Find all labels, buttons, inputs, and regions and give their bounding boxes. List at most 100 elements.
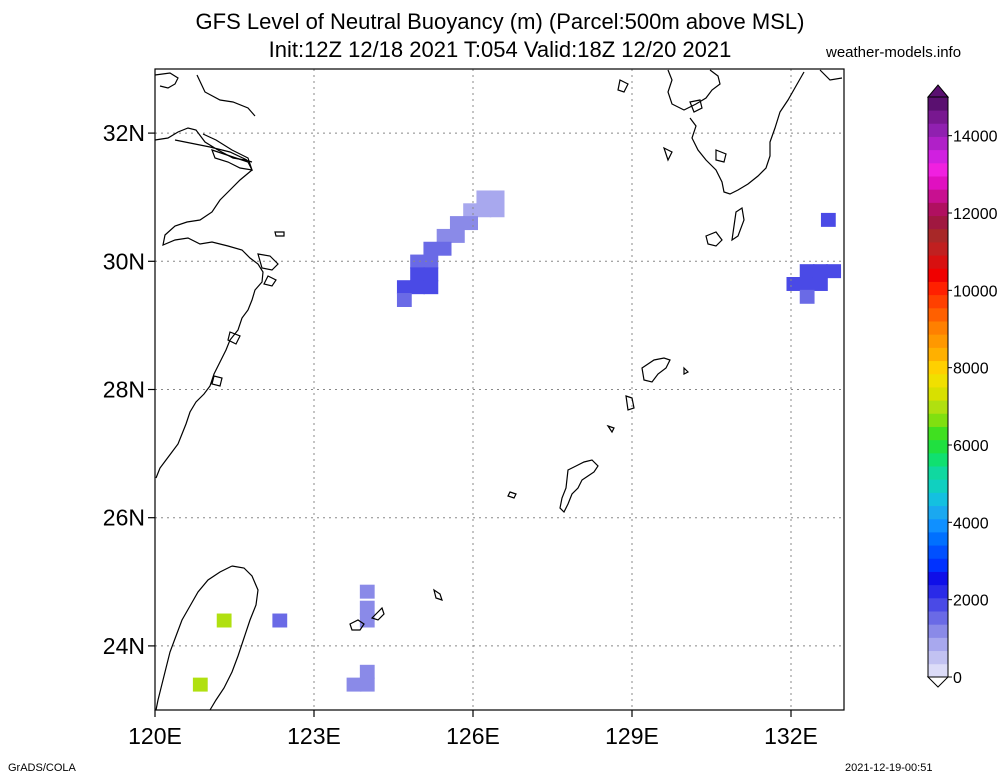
- buoyancy-cell: [799, 289, 815, 304]
- colorbar-swatch: [928, 663, 948, 678]
- buoyancy-cell: [359, 613, 375, 628]
- colorbar-swatch: [928, 228, 948, 243]
- colorbar-swatch: [928, 505, 948, 520]
- kyushu-coast: [667, 69, 843, 195]
- colorbar-swatch: [928, 281, 948, 296]
- colorbar-swatch: [928, 479, 948, 493]
- colorbar-swatch: [928, 215, 948, 230]
- colorbar-label: 4000: [953, 515, 989, 532]
- buoyancy-cell: [812, 277, 828, 291]
- colorbar-swatch: [928, 413, 948, 427]
- colorbar-swatch: [928, 452, 948, 467]
- buoyancy-cell: [272, 613, 288, 628]
- coastlines: [154, 69, 843, 711]
- lat-tick-label: 26N: [103, 505, 145, 531]
- colorbar-swatch: [928, 373, 948, 388]
- colorbar-swatch: [928, 439, 948, 454]
- colorbar-label: 10000: [953, 283, 998, 300]
- china-coast: [154, 72, 264, 479]
- colorbar-swatch: [928, 136, 948, 151]
- colorbar-frame: [927, 96, 949, 678]
- colorbar-swatch: [928, 597, 948, 612]
- buoyancy-cell: [359, 584, 375, 599]
- lon-tick-label: 126E: [446, 723, 500, 749]
- buoyancy-cell: [799, 264, 815, 279]
- buoyancy-cell: [826, 264, 842, 279]
- buoyancy-cell: [489, 203, 505, 218]
- colorbar-swatch: [928, 637, 948, 652]
- colorbar-label: 2000: [953, 593, 989, 610]
- colorbar-label: 6000: [953, 438, 989, 455]
- buoyancy-cell: [423, 254, 439, 269]
- ryukyu-islands: [507, 357, 690, 514]
- colorbar-swatch: [928, 650, 948, 665]
- buoyancy-cell: [476, 203, 492, 218]
- colorbar-swatch: [928, 242, 948, 256]
- colorbar-swatch: [928, 255, 948, 269]
- colorbar-swatch: [928, 110, 948, 124]
- colorbar-swatch: [928, 334, 948, 348]
- buoyancy-cell: [396, 293, 412, 307]
- colorbar-swatch: [928, 466, 948, 480]
- colorbar-max-arrow: [926, 84, 950, 98]
- buoyancy-cell: [436, 241, 452, 256]
- buoyancy-cell: [359, 677, 375, 692]
- colorbar-swatch: [928, 307, 948, 322]
- colorbar-swatch: [928, 571, 948, 586]
- colorbar-swatch: [928, 149, 948, 164]
- lon-tick-label: 123E: [287, 723, 341, 749]
- buoyancy-cell: [346, 677, 362, 692]
- taiwan-coast: [155, 565, 259, 711]
- buoyancy-cell: [476, 190, 492, 205]
- buoyancy-cell: [423, 241, 439, 256]
- colorbar-swatch: [928, 624, 948, 638]
- site-label: weather-models.info: [826, 44, 962, 61]
- colorbar-swatch: [928, 492, 948, 507]
- colorbar-label: 12000: [953, 206, 998, 223]
- kyushu-islands: [617, 79, 745, 247]
- colorbar-swatch: [928, 123, 948, 137]
- lon-tick-label: 129E: [605, 723, 659, 749]
- colorbar-label: 14000: [953, 129, 998, 146]
- buoyancy-cell: [799, 277, 815, 291]
- colorbar-swatch: [928, 176, 948, 190]
- colorbar-swatch: [928, 347, 948, 362]
- buoyancy-cell: [820, 212, 836, 227]
- buoyancy-cell: [359, 664, 375, 679]
- buoyancy-cell: [396, 280, 412, 295]
- buoyancy-cell: [423, 267, 439, 282]
- colorbar-swatch: [928, 558, 948, 572]
- colorbar-label: 8000: [953, 361, 989, 378]
- colorbar-swatch: [928, 268, 948, 282]
- sakishima-islands: [349, 588, 443, 631]
- buoyancy-cell: [423, 280, 439, 295]
- buoyancy-cell: [410, 254, 426, 269]
- colorbar-swatch: [928, 321, 948, 335]
- colorbar-swatch: [928, 545, 948, 559]
- buoyancy-cell: [489, 190, 505, 205]
- colorbar-swatch: [928, 400, 948, 414]
- buoyancy-cell: [463, 216, 479, 231]
- buoyancy-cell: [786, 277, 802, 291]
- chart-subtitle: Init:12Z 12/18 2021 T:054 Valid:18Z 12/2…: [268, 37, 732, 62]
- colorbar-swatch: [928, 360, 948, 375]
- timestamp-label: 2021-12-19-00:51: [845, 762, 933, 774]
- buoyancy-cell: [449, 216, 465, 231]
- buoyancy-cell: [449, 228, 465, 243]
- buoyancy-cell: [359, 600, 375, 615]
- buoyancy-cell: [812, 264, 828, 279]
- colorbar-swatch: [928, 426, 948, 441]
- colorbar-swatch: [928, 294, 948, 309]
- buoyancy-cell: [463, 203, 479, 218]
- buoyancy-cell: [410, 280, 426, 295]
- colorbar-swatch: [928, 97, 948, 111]
- colorbar-label: 0: [953, 670, 962, 687]
- colorbar-swatch: [928, 387, 948, 401]
- colorbar-swatch: [928, 202, 948, 217]
- colorbar-swatch: [928, 189, 948, 203]
- lat-tick-label: 28N: [103, 377, 145, 403]
- buoyancy-cell: [216, 613, 232, 628]
- chart-title: GFS Level of Neutral Buoyancy (m) (Parce…: [195, 9, 805, 34]
- buoyancy-cell: [192, 677, 208, 692]
